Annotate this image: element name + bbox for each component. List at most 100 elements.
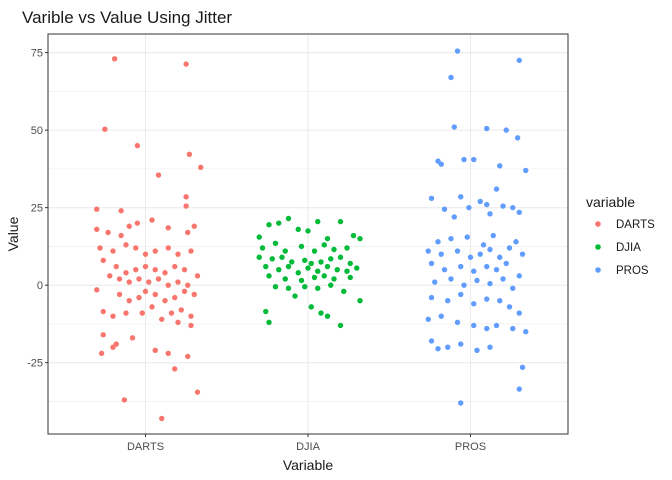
data-point-pros — [510, 325, 516, 332]
data-point-darts — [123, 310, 129, 316]
data-point-darts — [181, 288, 188, 295]
data-point-pros — [484, 296, 490, 302]
data-point-djia — [285, 263, 292, 270]
data-point-djia — [321, 273, 327, 279]
data-point-darts — [198, 164, 204, 171]
data-point-darts — [172, 294, 178, 301]
data-point-djia — [259, 245, 266, 251]
data-point-djia — [282, 276, 288, 282]
data-point-djia — [315, 218, 321, 225]
data-point-djia — [266, 273, 272, 279]
data-point-djia — [266, 221, 272, 228]
data-point-djia — [347, 260, 353, 267]
data-point-darts — [186, 151, 193, 158]
data-point-djia — [282, 248, 288, 254]
data-point-djia — [324, 313, 331, 319]
data-point-djia — [347, 274, 353, 281]
data-point-pros — [428, 294, 435, 301]
data-point-darts — [133, 245, 139, 251]
data-point-pros — [503, 260, 509, 267]
data-point-djia — [256, 254, 262, 260]
data-point-pros — [458, 291, 464, 298]
data-point-darts — [110, 313, 116, 319]
data-point-djia — [357, 235, 363, 242]
data-point-darts — [98, 350, 105, 357]
data-point-djia — [272, 284, 279, 290]
data-point-darts — [113, 263, 119, 270]
data-point-pros — [500, 276, 506, 282]
data-point-darts — [149, 304, 155, 310]
data-point-djia — [295, 226, 301, 233]
x-tick-label: DARTS — [127, 441, 164, 453]
data-point-darts — [133, 266, 139, 273]
data-point-pros — [510, 285, 516, 291]
data-point-djia — [341, 288, 347, 295]
data-point-pros — [516, 310, 522, 316]
data-point-darts — [149, 217, 155, 223]
data-point-pros — [523, 328, 529, 335]
data-point-darts — [110, 344, 116, 350]
data-point-djia — [269, 256, 275, 262]
y-tick-label: 25 — [31, 203, 43, 215]
data-point-darts — [100, 257, 106, 264]
legend: variable DARTS DJIA PROS — [586, 194, 655, 277]
data-point-darts — [152, 266, 158, 273]
data-point-djia — [324, 235, 331, 242]
data-point-pros — [477, 251, 483, 257]
data-point-pros — [519, 251, 526, 257]
x-tick-label: PROS — [455, 441, 486, 453]
data-point-pros — [467, 254, 474, 260]
x-tick-label: DJIA — [296, 441, 321, 453]
data-point-pros — [451, 214, 457, 220]
data-point-pros — [441, 206, 448, 212]
data-point-pros — [438, 161, 444, 167]
data-point-pros — [510, 204, 516, 211]
data-point-darts — [118, 232, 124, 239]
data-point-djia — [285, 215, 292, 222]
data-point-pros — [458, 400, 464, 406]
data-point-pros — [514, 135, 521, 141]
data-point-pros — [497, 297, 503, 304]
data-point-djia — [315, 285, 321, 291]
data-point-darts — [155, 276, 162, 282]
data-point-darts — [116, 276, 123, 282]
data-point-darts — [183, 203, 189, 209]
data-point-darts — [172, 263, 178, 270]
data-point-djia — [337, 254, 344, 260]
data-point-djia — [337, 322, 344, 329]
data-point-darts — [162, 270, 168, 276]
data-point-darts — [152, 347, 158, 353]
data-point-darts — [178, 307, 184, 313]
data-point-darts — [139, 310, 145, 316]
chart-title: Varible vs Value Using Jitter — [22, 8, 232, 27]
data-point-djia — [308, 304, 314, 310]
data-point-pros — [428, 195, 435, 202]
data-point-darts — [142, 288, 149, 295]
data-point-pros — [461, 156, 467, 163]
data-point-pros — [484, 125, 490, 132]
data-point-darts — [183, 61, 189, 67]
data-point-darts — [126, 297, 132, 304]
data-point-pros — [484, 263, 490, 270]
legend-title: variable — [586, 194, 635, 210]
data-point-pros — [513, 239, 519, 245]
data-point-djia — [285, 285, 292, 291]
data-point-darts — [172, 366, 178, 372]
data-point-pros — [477, 198, 483, 205]
data-point-pros — [497, 254, 503, 260]
grid-lines — [48, 34, 568, 434]
data-point-darts — [152, 291, 158, 298]
data-point-pros — [448, 276, 454, 282]
data-point-pros — [474, 347, 480, 353]
data-point-darts — [134, 142, 141, 149]
data-point-djia — [318, 259, 324, 265]
data-point-darts — [175, 279, 181, 285]
data-point-darts — [134, 220, 141, 226]
data-point-darts — [129, 335, 136, 341]
data-point-darts — [194, 389, 201, 395]
data-point-pros — [493, 186, 500, 192]
data-point-darts — [105, 229, 111, 236]
data-point-pros — [466, 204, 472, 211]
data-point-djia — [295, 270, 301, 276]
data-point-djia — [337, 218, 344, 225]
